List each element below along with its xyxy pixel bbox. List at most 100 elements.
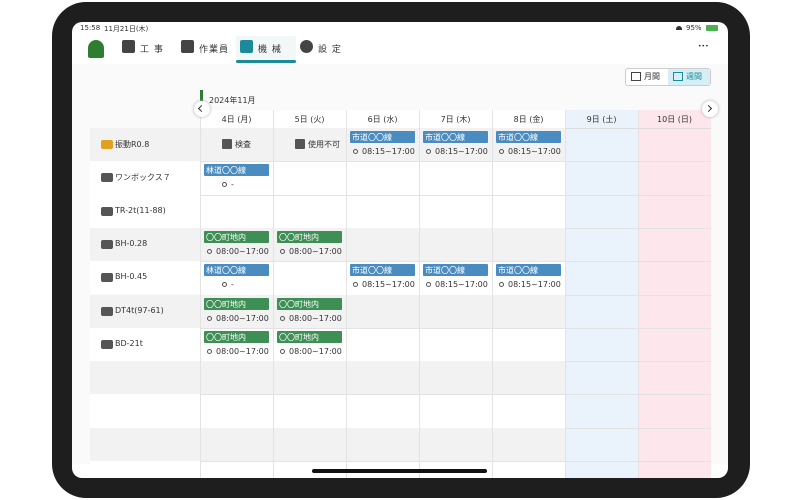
event-label[interactable]: 〇〇町地内 [279, 299, 319, 309]
event-bar[interactable] [204, 297, 269, 310]
event-label[interactable]: 市道〇〇線 [498, 133, 538, 142]
home-indicator [312, 469, 487, 473]
clock-icon [426, 282, 431, 288]
event-label[interactable]: 市道〇〇線 [498, 266, 538, 276]
nav-next[interactable] [702, 101, 718, 117]
event-bar[interactable] [423, 131, 488, 143]
day-header: 5日 (火) [294, 115, 325, 124]
row-cell-bg [493, 294, 565, 328]
event-label[interactable]: 〇〇町地内 [206, 332, 246, 342]
event-time: 08:15~17:00 [435, 280, 488, 290]
clock-icon [222, 282, 227, 288]
event-bar[interactable] [277, 297, 342, 310]
machine-name: DT4t(97-61) [115, 305, 164, 315]
nav-icon [122, 40, 135, 53]
event-bar[interactable] [496, 131, 561, 143]
event-label[interactable]: 市道〇〇線 [352, 266, 392, 276]
row-line [90, 161, 711, 163]
event-time: 08:00~17:00 [289, 346, 342, 356]
toggle-button[interactable]: 月間 [644, 72, 660, 81]
event-bar[interactable] [350, 131, 415, 143]
event-label[interactable]: 〇〇町地内 [206, 299, 246, 309]
event-label[interactable]: 〇〇町地内 [279, 332, 319, 342]
machine-name: BH-0.28 [115, 238, 148, 248]
event-label[interactable]: 〇〇町地内 [206, 232, 246, 242]
event-time: 08:15~17:00 [508, 147, 561, 156]
clock-icon [499, 149, 504, 154]
battery-icon [706, 25, 718, 31]
status-icon [295, 139, 305, 149]
event-bar[interactable] [423, 264, 488, 277]
day-column-bg [273, 110, 346, 478]
event-label[interactable]: 市道〇〇線 [425, 133, 465, 142]
event-time: 08:15~17:00 [362, 280, 415, 290]
nav-tab[interactable]: 機 械 [258, 45, 282, 55]
event-bar[interactable] [277, 330, 342, 343]
clock-icon [499, 282, 504, 288]
day-header: 10日 (日) [657, 115, 692, 124]
row-bg [90, 394, 200, 428]
event-bar[interactable] [204, 230, 269, 243]
event-label[interactable]: 林道〇〇線 [206, 266, 246, 276]
row-cell-bg [347, 427, 419, 461]
event-label[interactable]: 市道〇〇線 [425, 266, 465, 276]
toggle-active-bg [668, 69, 710, 85]
clock-icon [280, 315, 285, 321]
nav-icon [181, 40, 194, 53]
event-label[interactable]: 〇〇町地内 [279, 232, 319, 242]
event-time: 08:15~17:00 [435, 147, 488, 156]
event-bar[interactable] [350, 264, 415, 277]
clock-icon [207, 315, 212, 321]
screen: 15:58 11月21日(木) 95% 工 事 作業員 機 械 設 定 ••• 月間 週間 2024… [72, 22, 728, 478]
event-label[interactable]: 市道〇〇線 [352, 133, 392, 142]
nav-prev[interactable] [194, 101, 210, 117]
day-column-bg [565, 110, 638, 478]
row-bg [90, 427, 200, 461]
event-time: - [231, 180, 234, 190]
row-cell-bg [201, 361, 273, 395]
status-date: 11月21日(木) [104, 25, 149, 33]
toggle-icon [631, 72, 641, 81]
event-bar[interactable] [204, 164, 269, 177]
event-bar[interactable] [277, 230, 342, 243]
day-header: 8日 (金) [513, 115, 544, 124]
event-bar[interactable] [496, 264, 561, 277]
clock-icon [207, 248, 212, 254]
nav-tab[interactable]: 工 事 [140, 45, 164, 55]
row-cell-bg [274, 128, 346, 162]
machine-icon [101, 173, 113, 183]
machine-name: BH-0.45 [115, 272, 148, 282]
row-line [90, 327, 711, 329]
machine-icon [101, 239, 113, 249]
event-label[interactable]: 林道〇〇線 [206, 166, 246, 176]
machine-icon [101, 306, 113, 316]
nav-tab[interactable]: 設 定 [318, 45, 342, 55]
row-cell-bg [201, 427, 273, 461]
machine-name: 振動R0.8 [115, 140, 150, 149]
clock-icon [426, 149, 431, 154]
more-menu[interactable]: ••• [698, 43, 709, 50]
event-time: 08:00~17:00 [216, 246, 269, 256]
row-cell-bg [493, 361, 565, 395]
row-line [90, 461, 711, 462]
row-line [90, 261, 711, 263]
row-cell-bg [493, 227, 565, 262]
toggle-button[interactable]: 週間 [686, 72, 702, 81]
nav-tab-underline [236, 60, 296, 63]
machine-icon [101, 339, 113, 349]
toggle-icon [673, 72, 683, 81]
month-marker [200, 90, 203, 101]
event-time: 08:00~17:00 [289, 246, 342, 256]
event-time: - [231, 280, 234, 290]
status-time: 15:58 [80, 24, 101, 32]
day-header: 6日 (水) [367, 115, 398, 124]
day-column-bg [492, 110, 565, 478]
month-label: 2024年11月 [209, 96, 256, 105]
nav-tab[interactable]: 作業員 [199, 45, 230, 55]
day-column-bg [638, 110, 711, 478]
row-cell-bg [347, 227, 419, 262]
event-bar[interactable] [204, 264, 269, 277]
nav-icon [240, 40, 253, 53]
event-bar[interactable] [204, 330, 269, 343]
